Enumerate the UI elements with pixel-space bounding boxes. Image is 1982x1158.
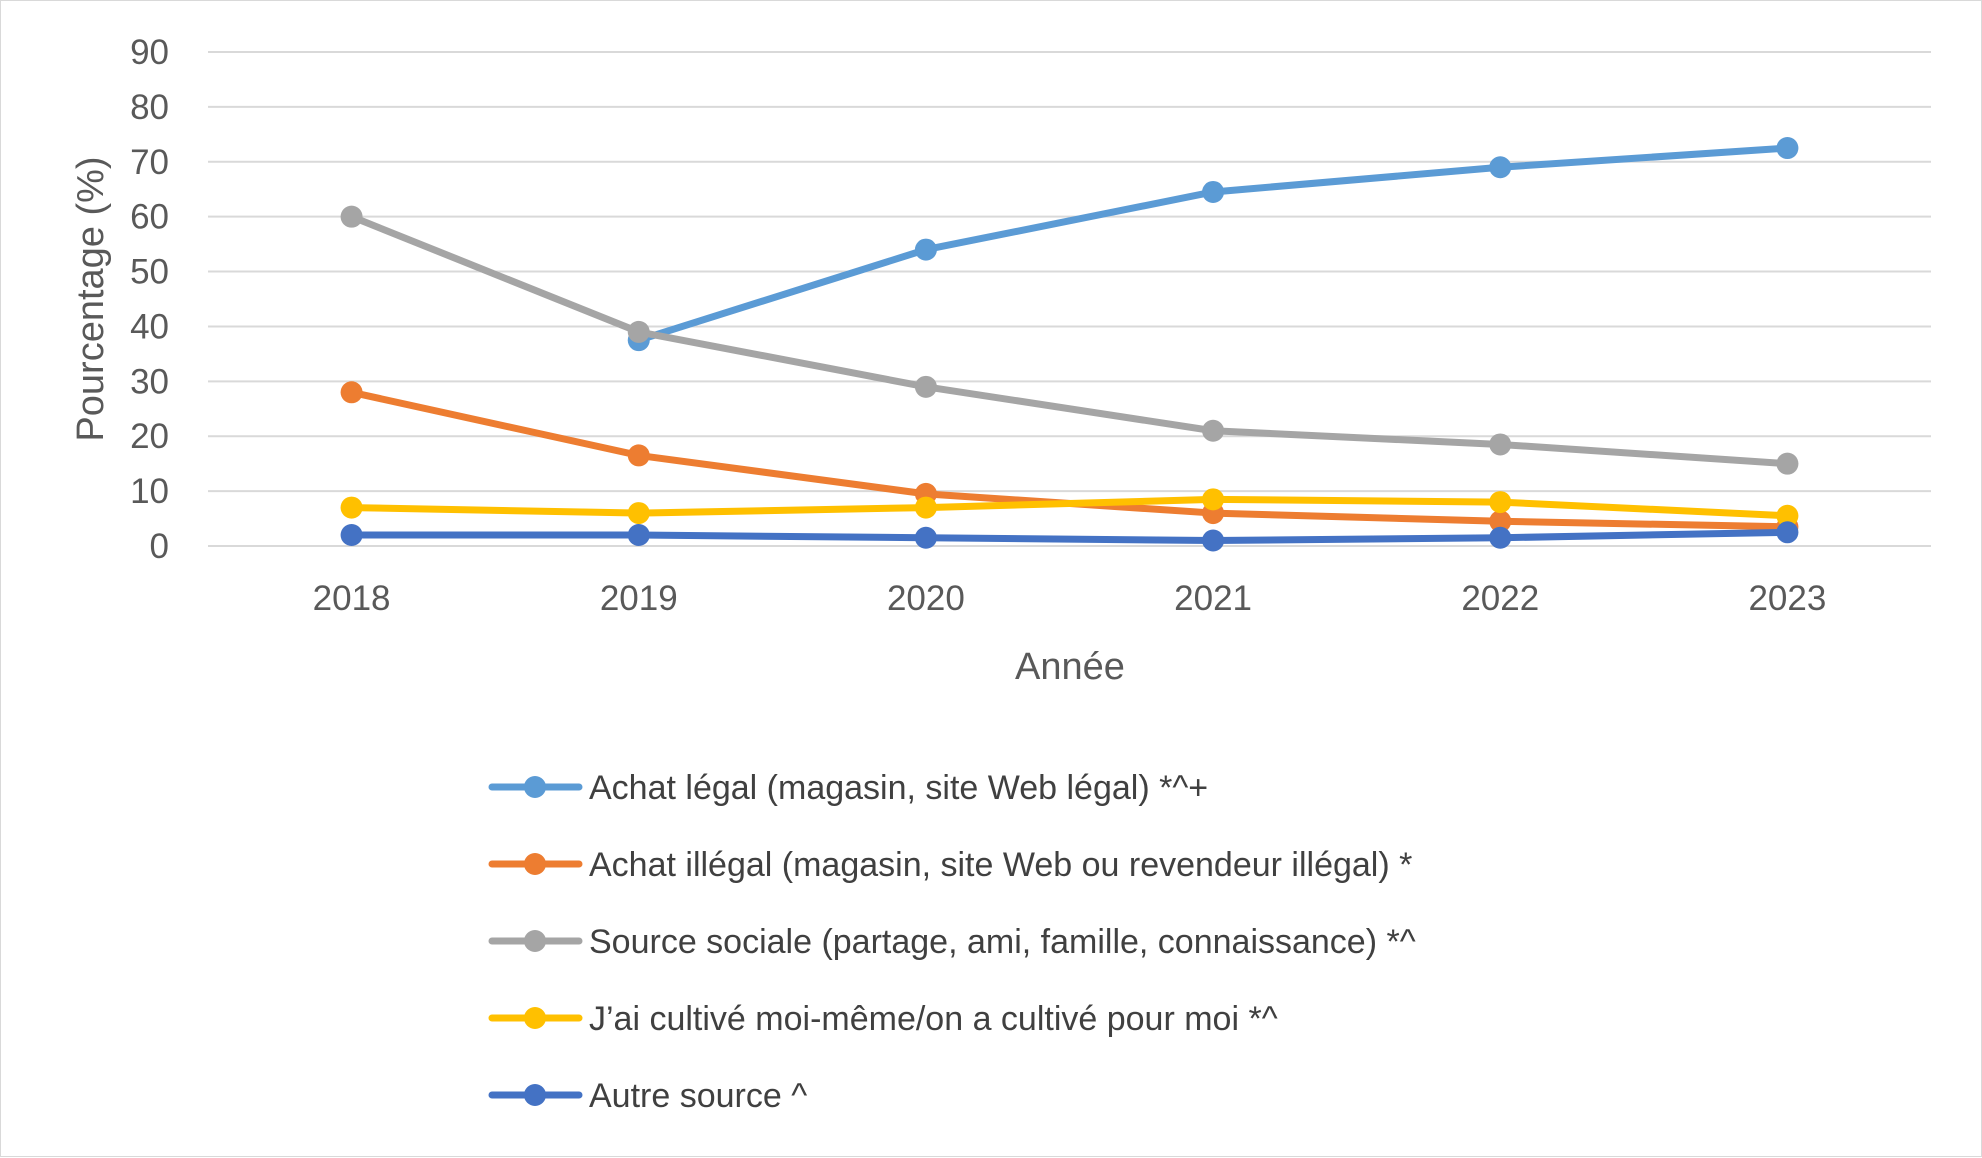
data-point [627, 502, 650, 525]
data-point [627, 524, 650, 547]
data-point [627, 444, 650, 467]
y-tick-label: 40 [130, 307, 169, 346]
y-axis-title: Pourcentage (%) [70, 156, 112, 441]
data-point [340, 381, 363, 404]
x-tick-label: 2021 [1174, 579, 1252, 618]
legend-swatch-marker [524, 853, 546, 875]
data-point [1776, 137, 1799, 160]
x-tick-label: 2023 [1748, 579, 1826, 618]
legend-swatch-marker [524, 1007, 546, 1029]
x-axis-title: Année [1015, 646, 1125, 688]
data-point [1489, 433, 1512, 456]
legend-label: Achat illégal (magasin, site Web ou reve… [589, 846, 1412, 884]
y-tick-label: 30 [130, 362, 169, 401]
x-tick-label: 2019 [600, 579, 678, 618]
data-point [1202, 529, 1225, 552]
legend-label: Achat légal (magasin, site Web légal) *^… [589, 769, 1208, 807]
data-point [340, 496, 363, 519]
y-tick-label: 60 [130, 198, 169, 237]
y-tick-label: 50 [130, 253, 169, 292]
series-line [348, 213, 1791, 468]
y-tick-label: 80 [130, 88, 169, 127]
legend-item-2: Achat illégal (magasin, site Web ou reve… [488, 846, 1412, 884]
legend-swatch-marker [524, 776, 546, 798]
x-tick-label: 2022 [1461, 579, 1539, 618]
y-tick-label: 10 [130, 472, 169, 511]
data-point [1489, 491, 1512, 514]
legend-label: Autre source ^ [589, 1077, 807, 1115]
data-point [1202, 419, 1225, 442]
x-axis-ticks: 2018 2019 2020 2021 2022 2023 [313, 579, 1827, 618]
data-point [1489, 510, 1512, 533]
legend-item-5: Autre source ^ [488, 1077, 807, 1115]
y-tick-label: 70 [130, 143, 169, 182]
series-line [635, 144, 1791, 344]
series-line [348, 495, 1791, 520]
legend-item-3: Source sociale (partage, ami, famille, c… [488, 923, 1416, 961]
y-tick-label: 0 [150, 527, 169, 566]
series-5 [340, 521, 1799, 552]
data-point [914, 375, 937, 398]
legend-swatch-marker [524, 930, 546, 952]
series-1 [627, 137, 1799, 352]
data-point [1776, 504, 1799, 527]
data-point [1776, 521, 1799, 544]
x-tick-label: 2020 [887, 579, 965, 618]
legend: Achat légal (magasin, site Web légal) *^… [488, 769, 1416, 1115]
series-line [348, 528, 1791, 545]
legend-label: J’ai cultivé moi-même/on a cultivé pour … [589, 1000, 1278, 1038]
series-3 [340, 205, 1799, 475]
legend-item-1: Achat légal (magasin, site Web légal) *^… [488, 769, 1208, 807]
data-point [1776, 452, 1799, 475]
data-point [627, 320, 650, 343]
data-point [1489, 526, 1512, 549]
x-tick-label: 2018 [313, 579, 391, 618]
data-point [914, 496, 937, 519]
legend-item-4: J’ai cultivé moi-même/on a cultivé pour … [488, 1000, 1278, 1038]
data-point [1489, 156, 1512, 179]
y-tick-label: 90 [130, 33, 169, 72]
data-point [914, 238, 937, 261]
legend-swatch-marker [524, 1084, 546, 1106]
y-tick-label: 20 [130, 417, 169, 456]
series-4 [340, 488, 1799, 527]
y-axis-ticks: 0 10 20 30 40 50 60 70 80 90 [130, 33, 169, 566]
data-point [340, 205, 363, 228]
gridlines [208, 51, 1931, 547]
data-point [914, 526, 937, 549]
data-point [1202, 180, 1225, 203]
data-point [340, 524, 363, 547]
legend-label: Source sociale (partage, ami, famille, c… [589, 923, 1416, 961]
series-lines [340, 137, 1799, 552]
data-point [1202, 488, 1225, 511]
